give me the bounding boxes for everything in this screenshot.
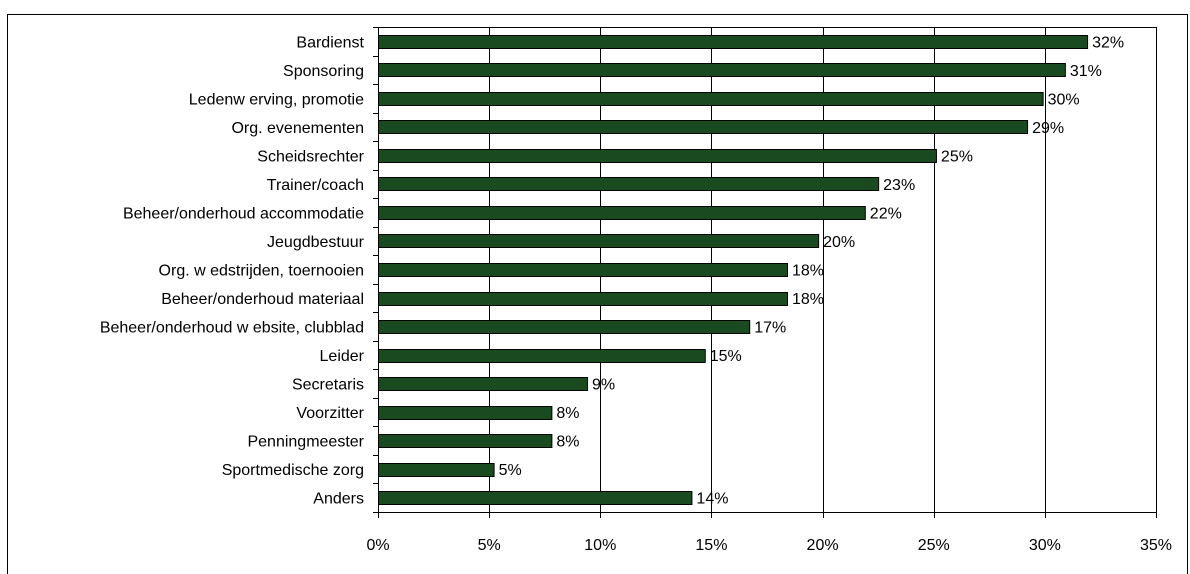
category-label-sportmedische-zorg: Sportmedische zorg bbox=[222, 462, 364, 479]
x-tick-label-25: 25% bbox=[918, 537, 950, 554]
category-label-beheer-onderhoud-materiaal: Beheer/onderhoud materiaal bbox=[161, 291, 364, 308]
category-label-voorzitter: Voorzitter bbox=[296, 405, 364, 422]
data-label-org-evenementen: 29% bbox=[1032, 120, 1064, 137]
x-tick-label-5: 5% bbox=[478, 537, 501, 554]
data-label-sponsoring: 31% bbox=[1070, 63, 1102, 80]
x-tick-labels: 0% 5% 10% 15% 20% 25% 30% 35% bbox=[366, 537, 1172, 554]
data-label-ledenw-erving-promotie: 30% bbox=[1048, 91, 1080, 108]
category-label-org-evenementen: Org. evenementen bbox=[231, 120, 364, 137]
bar-bardienst bbox=[378, 35, 1089, 49]
x-tick-label-30: 30% bbox=[1029, 537, 1061, 554]
bar-penningmeester bbox=[378, 434, 553, 448]
category-labels: Bardienst Sponsoring Ledenw erving, promot… bbox=[100, 34, 365, 507]
bar-secretaris bbox=[378, 377, 588, 391]
bar-series bbox=[378, 35, 1089, 505]
data-label-penningmeester: 8% bbox=[556, 434, 579, 451]
x-tick-label-0: 0% bbox=[366, 537, 389, 554]
category-label-beheer-onderhoud-accommodatie: Beheer/onderhoud accommodatie bbox=[123, 205, 364, 222]
bar-org-evenementen bbox=[378, 120, 1029, 134]
data-label-anders: 14% bbox=[696, 491, 728, 508]
bar-beheer-onderhoud-w-ebsite-clubblad bbox=[378, 320, 751, 334]
x-tick-label-35: 35% bbox=[1140, 537, 1172, 554]
data-label-org-w-edstrijden-toernooien: 18% bbox=[792, 263, 824, 280]
category-label-bardienst: Bardienst bbox=[296, 34, 364, 51]
category-label-org-w-edstrijden-toernooien: Org. w edstrijden, toernooien bbox=[159, 263, 364, 280]
category-label-penningmeester: Penningmeester bbox=[247, 434, 364, 451]
category-label-leider: Leider bbox=[320, 348, 365, 365]
data-label-scheidsrechter: 25% bbox=[941, 148, 973, 165]
bar-leider bbox=[378, 349, 706, 363]
data-label-voorzitter: 8% bbox=[556, 405, 579, 422]
category-label-trainer-coach: Trainer/coach bbox=[267, 177, 364, 194]
bar-voorzitter bbox=[378, 406, 553, 420]
bar-beheer-onderhoud-materiaal bbox=[378, 292, 789, 306]
bar-sponsoring bbox=[378, 63, 1066, 77]
bar-anders bbox=[378, 491, 693, 505]
bar-org-w-edstrijden-toernooien bbox=[378, 263, 789, 277]
data-labels: 32% 31% 30% 29% 25% 23% 22% 20% 18% 18% 17% 15% 9% 8%… bbox=[499, 34, 1125, 507]
data-label-jeugdbestuur: 20% bbox=[823, 234, 855, 251]
data-label-secretaris: 9% bbox=[592, 377, 615, 394]
bar-jeugdbestuur bbox=[378, 234, 820, 248]
x-tick-label-15: 15% bbox=[695, 537, 727, 554]
bar-sportmedische-zorg bbox=[378, 463, 495, 477]
data-label-trainer-coach: 23% bbox=[883, 177, 915, 194]
data-label-beheer-onderhoud-accommodatie: 22% bbox=[870, 205, 902, 222]
data-label-leider: 15% bbox=[710, 348, 742, 365]
category-label-ledenw-erving-promotie: Ledenw erving, promotie bbox=[189, 91, 364, 108]
chart-frame bbox=[7, 14, 1188, 574]
category-label-scheidsrechter: Scheidsrechter bbox=[257, 148, 364, 165]
category-label-jeugdbestuur: Jeugdbestuur bbox=[267, 234, 365, 251]
bar-scheidsrechter bbox=[378, 149, 937, 163]
data-label-sportmedische-zorg: 5% bbox=[499, 462, 522, 479]
bar-ledenw-erving-promotie bbox=[378, 92, 1044, 106]
category-label-anders: Anders bbox=[313, 491, 364, 508]
bar-beheer-onderhoud-accommodatie bbox=[378, 206, 866, 220]
data-label-bardienst: 32% bbox=[1092, 34, 1124, 51]
x-tick-label-10: 10% bbox=[584, 537, 616, 554]
category-label-sponsoring: Sponsoring bbox=[283, 63, 364, 80]
data-label-beheer-onderhoud-materiaal: 18% bbox=[792, 291, 824, 308]
category-label-beheer-onderhoud-w-ebsite-clubblad: Beheer/onderhoud w ebsite, clubblad bbox=[100, 320, 364, 337]
data-label-beheer-onderhoud-w-ebsite-clubblad: 17% bbox=[754, 320, 786, 337]
x-tick-label-20: 20% bbox=[807, 537, 839, 554]
axes bbox=[373, 27, 1157, 518]
bar-trainer-coach bbox=[378, 177, 880, 191]
category-label-secretaris: Secretaris bbox=[292, 377, 364, 394]
